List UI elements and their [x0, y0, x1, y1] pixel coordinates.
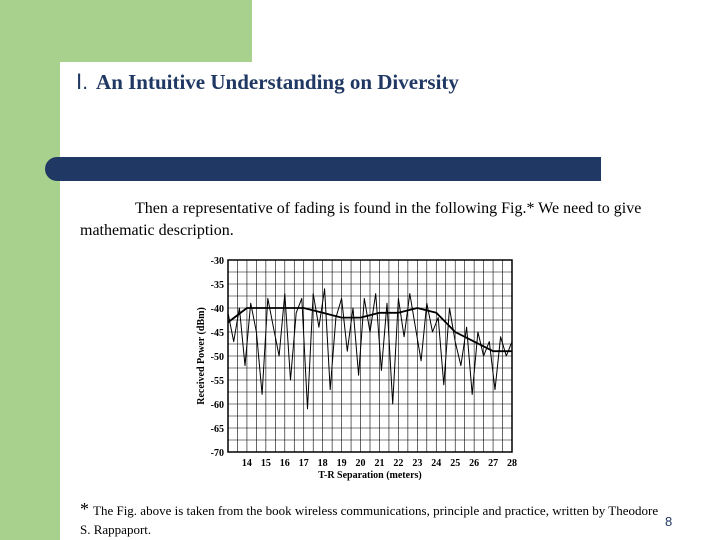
x-tick-label: 18 — [318, 458, 328, 469]
x-axis-label: T-R Separation (meters) — [318, 470, 422, 481]
body-paragraph: Then a representative of fading is found… — [80, 198, 680, 242]
footnote-text: The Fig. above is taken from the book wi… — [80, 503, 659, 537]
body-text: Then a representative of fading is found… — [80, 200, 642, 239]
x-tick-label: 14 — [242, 458, 252, 469]
y-tick-label: -50 — [211, 352, 224, 363]
y-tick-label: -35 — [211, 280, 224, 291]
y-tick-label: -65 — [211, 424, 224, 435]
x-tick-label: 16 — [280, 458, 290, 469]
y-axis-label: Received Power (dBm) — [196, 307, 207, 405]
x-tick-label: 23 — [412, 458, 422, 469]
title-number: Ⅰ. — [76, 71, 89, 94]
x-tick-label: 20 — [356, 458, 366, 469]
x-tick-label: 21 — [374, 458, 384, 469]
x-tick-label: 22 — [393, 458, 403, 469]
x-tick-label: 15 — [261, 458, 271, 469]
average-power-line — [227, 307, 512, 353]
slide-title: Ⅰ. An Intuitive Understanding on Diversit… — [76, 70, 459, 95]
x-tick-label: 27 — [488, 458, 498, 469]
y-tick-label: -60 — [211, 400, 224, 411]
x-tick-label: 24 — [431, 458, 441, 469]
title-divider-bar — [45, 157, 601, 181]
x-tick-label: 26 — [469, 458, 479, 469]
left-accent-bar — [0, 0, 60, 540]
y-tick-label: -45 — [211, 328, 224, 339]
y-tick-label: -30 — [211, 256, 224, 267]
y-tick-label: -70 — [211, 448, 224, 459]
footnote: * The Fig. above is taken from the book w… — [80, 500, 670, 539]
footnote-star: * — [80, 499, 89, 519]
y-tick-label: -40 — [211, 304, 224, 315]
chart-svg: -30 -35 -40 -45 -50 -55 -60 -65 -70 14 15 16 17 18 19 2… — [196, 256, 517, 481]
title-text: An Intuitive Understanding on Diversity — [96, 70, 459, 94]
x-tick-label: 19 — [337, 458, 347, 469]
top-accent-block — [60, 0, 252, 62]
page-number: 8 — [665, 514, 673, 529]
x-tick-label: 25 — [450, 458, 460, 469]
fading-chart: -30 -35 -40 -45 -50 -55 -60 -65 -70 14 15 16 17 18 19 2… — [190, 252, 520, 484]
x-tick-label: 17 — [299, 458, 309, 469]
y-tick-label: -55 — [211, 376, 224, 387]
x-tick-label: 28 — [507, 458, 517, 469]
fading-signal-line — [227, 288, 513, 410]
